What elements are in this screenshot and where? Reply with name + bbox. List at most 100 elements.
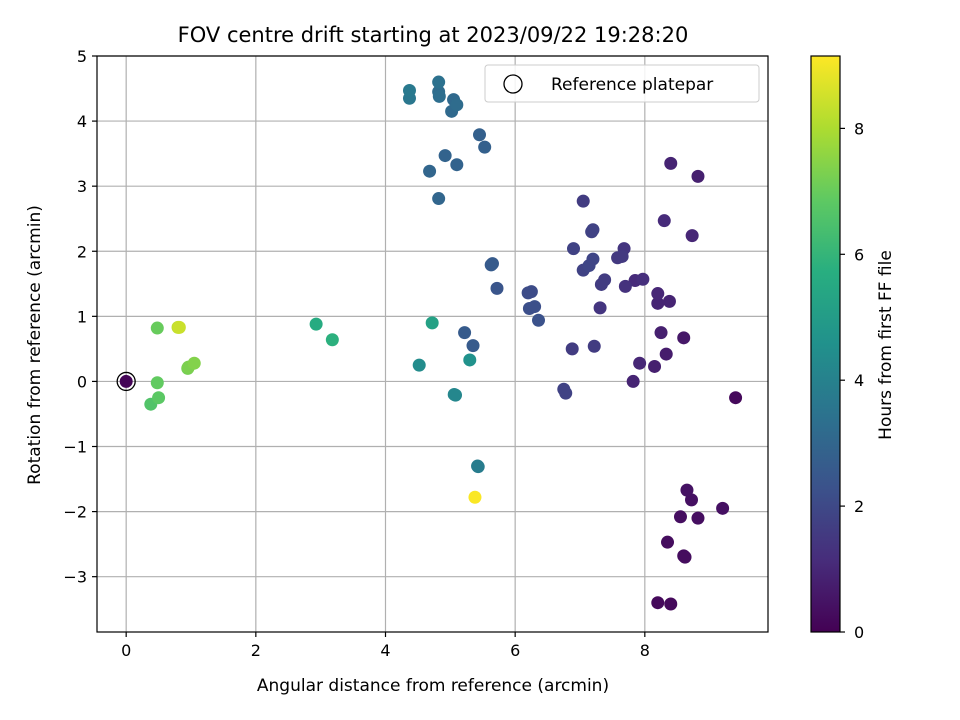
data-point [651, 596, 665, 610]
legend-box [484, 64, 760, 103]
data-point [662, 294, 676, 308]
data-point [485, 257, 499, 271]
data-point [729, 391, 743, 405]
data-point [466, 339, 480, 353]
colorbar-tick-label: 6 [854, 245, 864, 264]
data-point [593, 301, 607, 315]
data-point [654, 326, 668, 340]
y-tick-label: −1 [63, 438, 87, 457]
data-point [659, 347, 673, 361]
data-point [633, 356, 647, 370]
data-point [463, 353, 477, 367]
data-point [471, 460, 485, 474]
data-point [594, 277, 608, 291]
data-point [716, 501, 730, 515]
data-point [309, 317, 323, 331]
data-point [559, 386, 573, 400]
data-point [412, 358, 426, 372]
data-point [450, 98, 464, 112]
x-tick-label: 2 [251, 641, 261, 660]
data-point [586, 252, 600, 266]
data-point [150, 321, 164, 335]
colorbar-ticks: 0 2 4 6 8 [840, 119, 864, 642]
data-point [626, 374, 640, 388]
data-point [678, 550, 692, 564]
data-point [651, 287, 665, 301]
data-point [447, 387, 461, 401]
data-point [521, 286, 535, 300]
data-point [150, 376, 164, 390]
x-axis-label: Angular distance from reference (arcmin) [257, 676, 609, 696]
data-point [531, 313, 545, 327]
reference-marker-layer [116, 371, 136, 392]
data-point [473, 128, 487, 142]
data-point [438, 149, 452, 163]
colorbar-tick-label: 8 [854, 119, 864, 138]
colorbar [810, 55, 841, 633]
data-point [425, 316, 439, 330]
data-point [402, 83, 416, 97]
data-point [528, 300, 542, 314]
data-point [618, 279, 632, 293]
data-point [651, 296, 665, 310]
data-point [172, 320, 186, 334]
data-point [664, 156, 678, 170]
y-axis-ticks: −3 −2 −1 0 1 2 3 4 5 [63, 47, 97, 587]
x-tick-label: 8 [640, 641, 650, 660]
data-point [587, 339, 601, 353]
legend-marker-reference [503, 74, 523, 94]
data-point [432, 75, 446, 89]
legend-label-reference: Reference platepar [551, 75, 713, 95]
data-point [657, 214, 671, 228]
y-tick-label: −2 [63, 503, 87, 522]
data-point [673, 510, 687, 524]
reference-platepar-marker [116, 371, 136, 392]
data-point [636, 272, 650, 286]
colorbar-tick-label: 2 [854, 497, 864, 516]
data-points [119, 75, 743, 611]
data-point [691, 169, 705, 183]
legend: Reference platepar [484, 64, 760, 103]
data-point [661, 535, 675, 549]
y-tick-label: 0 [77, 372, 87, 391]
data-point [187, 356, 201, 370]
data-point [680, 483, 694, 497]
data-point [119, 374, 133, 388]
data-point [567, 242, 581, 256]
data-point [685, 229, 699, 243]
colorbar-tick-label: 0 [854, 623, 864, 642]
y-tick-label: 1 [77, 307, 87, 326]
data-point [586, 223, 600, 237]
x-tick-label: 4 [380, 641, 390, 660]
plot-frame [96, 55, 769, 633]
data-point [615, 249, 629, 263]
data-point [677, 331, 691, 345]
data-point [450, 158, 464, 172]
y-tick-label: 5 [77, 47, 87, 66]
data-point [664, 597, 678, 611]
data-point [468, 490, 482, 504]
y-tick-label: 2 [77, 242, 87, 261]
x-axis-ticks: 0 2 4 6 8 [121, 632, 650, 660]
data-point [691, 511, 705, 525]
data-point [648, 359, 662, 373]
x-tick-label: 6 [510, 641, 520, 660]
data-point [432, 192, 446, 206]
colorbar-label: Hours from first FF file [876, 250, 896, 440]
colorbar-tick-label: 4 [854, 371, 864, 390]
data-point [576, 194, 590, 208]
y-tick-label: 4 [77, 112, 87, 131]
chart-title: FOV centre drift starting at 2023/09/22 … [178, 23, 689, 47]
data-point [565, 342, 579, 356]
data-point [432, 89, 446, 103]
y-tick-label: 3 [77, 177, 87, 196]
data-point [325, 333, 339, 347]
data-point [684, 493, 698, 507]
data-point [478, 140, 492, 154]
data-point [490, 281, 504, 295]
y-axis-label: Rotation from reference (arcmin) [25, 205, 45, 485]
y-tick-label: −3 [63, 568, 87, 587]
data-point [423, 164, 437, 178]
x-tick-label: 0 [121, 641, 131, 660]
